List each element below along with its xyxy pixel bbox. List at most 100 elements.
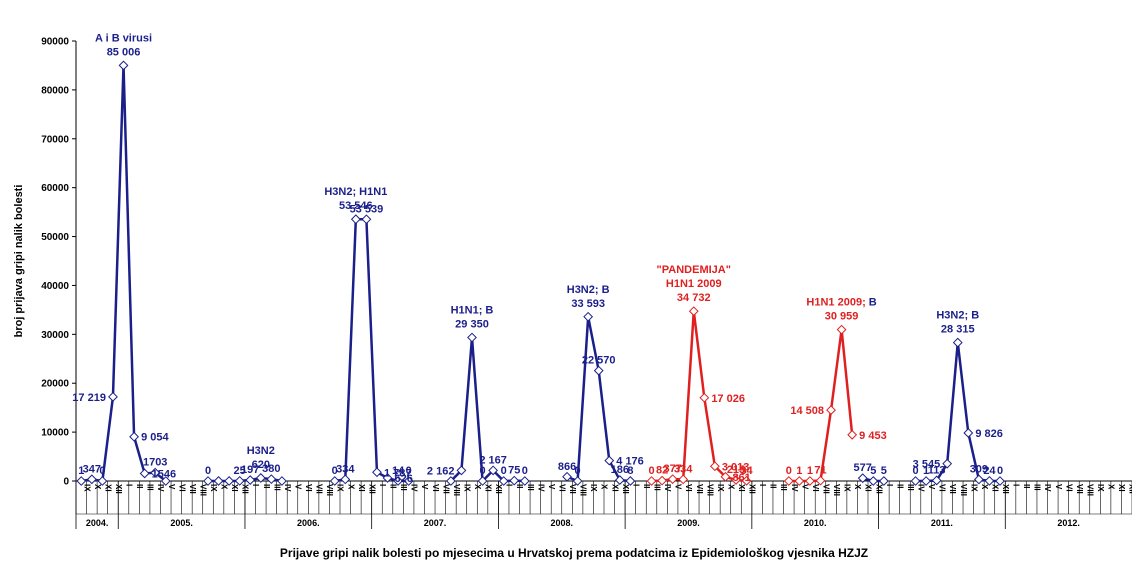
month-label: VIII [1085,484,1094,496]
data-label: 5 [870,465,876,477]
data-label: 2 162 [427,465,455,477]
data-label: 0 [501,465,507,477]
month-label: VIII [832,484,841,496]
data-label: 34 732 [677,292,711,304]
data-label: 0 [479,465,485,477]
data-label: 17 219 [72,392,106,404]
data-point [699,392,710,403]
data-label: 5 [881,465,887,477]
data-point [382,473,393,483]
month-label: VI [557,484,566,492]
data-point [86,474,97,485]
data-label: 377 [663,463,681,475]
data-label: 0 [786,465,792,477]
data-point [234,475,245,486]
month-label: V [420,484,429,490]
peak-annotation-suffix: B [869,297,877,309]
month-label: XI [864,484,873,492]
series-line [81,64,167,483]
month-label: VI [938,484,947,492]
month-label: VII [948,484,957,494]
data-point [139,468,150,479]
data-point [593,365,604,376]
month-label: III [906,484,915,491]
data-point [826,405,836,415]
data-point [995,476,1005,486]
data-label: 186 [611,464,629,476]
month-label: III [399,484,408,491]
peak-annotation: A i B virusi [95,32,152,44]
data-point [878,476,889,486]
series-line [334,217,409,483]
month-label: IX [462,484,471,492]
data-label: 334 [336,463,355,475]
data-label: 1 [807,465,813,477]
x-axis: IXXXIXIIIIIIIIIVVVIVIIVIIIIXXXIXIIIIIIII… [75,480,1132,529]
data-point [815,475,826,486]
data-point [393,476,403,486]
data-label: 3 013 [722,461,750,473]
data-label: 75 [508,465,520,477]
month-label: IX [82,484,91,492]
data-label: 620 [252,459,270,471]
data-label: 25 [234,465,246,477]
month-label: I [251,484,260,486]
data-point [984,475,995,486]
data-point [477,476,488,486]
month-label: II [135,484,144,488]
month-label: VI [177,484,186,492]
data-point [973,474,984,485]
month-label: VIII [705,484,714,496]
y-tick-label: 30000 [41,330,69,341]
data-label: 14 508 [790,405,824,417]
data-point [213,476,224,486]
data-label: 0 [205,465,211,477]
month-label: VIII [198,484,207,496]
y-tick-label: 90000 [41,37,69,48]
month-label: X [220,484,229,490]
peak-annotation-text: H1N1 2009; [806,297,868,309]
month-label: XI [484,484,493,492]
data-point [488,465,499,476]
data-label: 1 [923,465,929,477]
month-label: I [505,484,514,486]
data-point [340,474,351,485]
data-point [509,475,520,486]
data-point [657,475,667,486]
month-label: VII [568,484,577,494]
data-point [720,471,731,482]
year-label: 2005. [170,518,193,528]
y-axis-title: broj prijava gripi nalik bolesti [13,185,25,338]
data-point [868,476,879,486]
data-label: 34 [740,465,753,477]
y-axis: 0 10000 20000 30000 40000 50000 60000 70000 8000… [41,37,77,488]
data-point [783,476,794,486]
data-point [255,473,266,483]
data-label: 0 [912,465,918,477]
data-point [688,306,699,317]
data-point [350,214,361,225]
data-label: 215 [727,464,745,476]
month-label: II [642,484,651,488]
month-label: IV [536,484,545,492]
data-label: 1703 [143,457,167,469]
peak-annotation-text: A i B virusi [95,32,152,44]
data-label: 197 [241,464,259,476]
year-label: 2006. [297,518,320,528]
peak-annotation: H1N1 2009; B [806,297,876,309]
data-label: 0 [99,465,105,477]
y-tick-label: 40000 [41,281,69,292]
data-point [741,475,752,486]
month-label: V [293,484,302,490]
data-point [614,475,625,485]
month-label: II [769,484,778,488]
data-point [129,431,139,442]
month-label: XI [990,484,999,492]
month-label: I [631,484,640,486]
month-label: VIII [325,484,334,496]
data-label: 0 [648,465,654,477]
month-label: I [885,484,894,486]
data-point [203,476,213,486]
year-label: 2011. [931,518,953,528]
